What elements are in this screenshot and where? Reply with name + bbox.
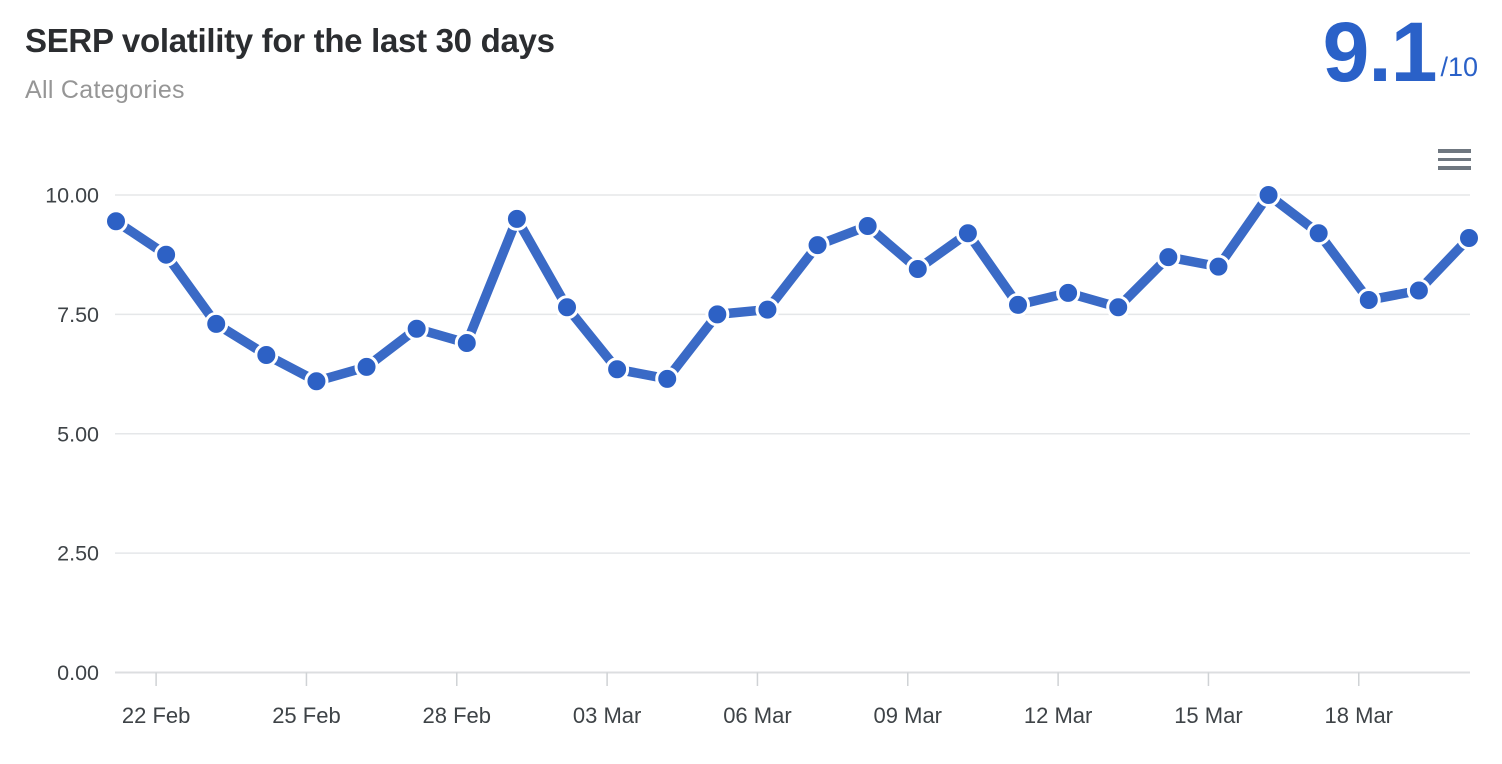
x-axis-label: 28 Feb [423,703,492,728]
data-point[interactable] [1457,225,1481,250]
data-point[interactable] [454,331,479,356]
volatility-line [111,190,1474,386]
score-value: 9.1 [1322,5,1438,99]
data-point[interactable] [755,297,780,322]
data-point[interactable] [254,342,279,367]
volatility-score: 9.1 /10 [1322,5,1478,99]
y-axis-label: 2.50 [57,542,99,566]
data-point[interactable] [154,242,179,267]
data-point[interactable] [1106,295,1131,320]
menu-bar [1438,166,1471,170]
x-axis-label: 06 Mar [723,703,791,728]
data-point[interactable] [955,221,980,246]
data-point[interactable] [555,295,579,320]
y-axis-label: 7.50 [57,303,99,327]
x-axis-label: 15 Mar [1174,703,1242,728]
x-axis-label: 03 Mar [573,703,641,728]
x-axis-label: 09 Mar [874,703,942,728]
data-point[interactable] [1156,245,1181,270]
data-point[interactable] [204,311,229,336]
data-point[interactable] [705,302,730,327]
x-axis-label: 22 Feb [122,703,191,728]
data-point[interactable] [905,257,930,282]
data-point[interactable] [104,209,128,234]
data-point[interactable] [1056,280,1081,305]
data-point[interactable] [655,366,680,391]
data-point[interactable] [1306,221,1331,246]
menu-bar [1438,157,1471,162]
y-axis-label: 5.00 [57,422,99,446]
x-axis-label: 12 Mar [1024,703,1092,728]
score-denominator: /10 [1440,52,1478,83]
y-axis-label: 10.00 [45,184,99,208]
hamburger-menu-icon[interactable] [1438,149,1471,170]
data-point[interactable] [1206,254,1231,279]
menu-bar [1438,149,1471,153]
data-point[interactable] [1406,278,1431,303]
data-point[interactable] [404,316,429,341]
data-point[interactable] [1356,288,1381,313]
page-title: SERP volatility for the last 30 days [25,22,555,59]
data-point[interactable] [605,357,630,382]
y-axis-label: 0.00 [57,661,99,685]
data-point[interactable] [855,214,880,239]
data-point[interactable] [304,369,329,394]
x-axis-label: 18 Mar [1325,703,1393,728]
x-axis-label: 25 Feb [272,703,341,728]
data-point[interactable] [1256,183,1281,207]
data-point[interactable] [354,354,379,379]
data-point[interactable] [805,233,830,258]
data-point[interactable] [504,206,529,231]
data-point[interactable] [1006,292,1030,317]
chart-subtitle: All Categories [25,76,185,104]
